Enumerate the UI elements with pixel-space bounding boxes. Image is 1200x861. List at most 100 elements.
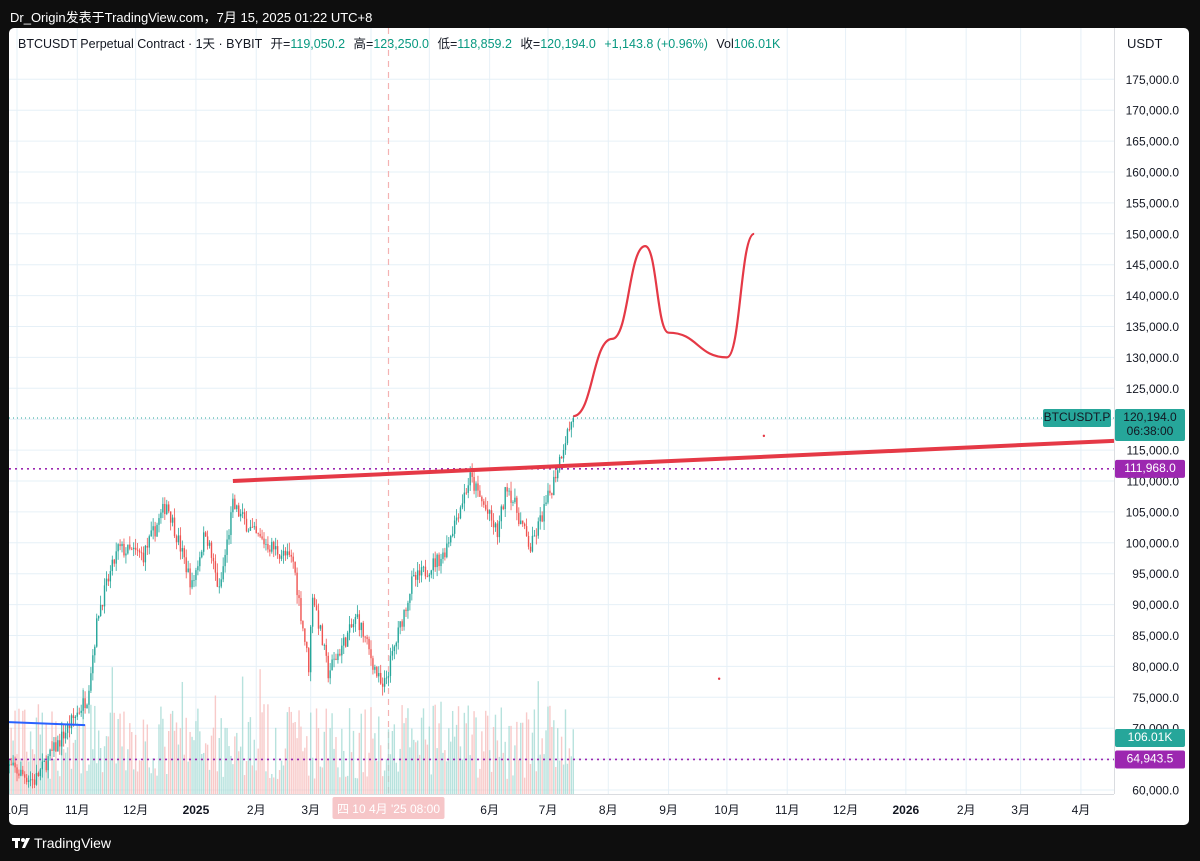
candle-body [204, 532, 207, 537]
volume-bar [446, 761, 448, 794]
volume-bar [416, 740, 419, 794]
price-tick-label: 150,000.0 [1126, 227, 1180, 241]
drawings[interactable] [9, 232, 1115, 761]
volume-bar [140, 761, 143, 794]
volume-bar [531, 732, 534, 794]
volume-bar [325, 708, 327, 794]
candle-body [343, 637, 345, 646]
candle-body [463, 492, 466, 504]
volume-bar [415, 742, 417, 794]
legend-change: +1,143.8 (+0.96%) [604, 37, 708, 51]
candle-body [111, 559, 114, 572]
volume-badge[interactable]: 106.01K [1115, 729, 1185, 747]
candle-body [253, 526, 255, 528]
candle-body [496, 523, 499, 538]
volume-bar [395, 762, 397, 794]
volume-bar [436, 748, 438, 794]
candle-body [109, 571, 112, 582]
volume-bar [243, 775, 246, 794]
candle-body [160, 512, 162, 519]
volume-bar [348, 708, 351, 794]
volume-bar [317, 728, 320, 794]
price-tick-label: 165,000.0 [1126, 135, 1180, 149]
chart-panel[interactable]: USDT 175,000.0 170,000.0 165,000.0 160,000.… [9, 28, 1189, 825]
level-high-badge-bg [1115, 459, 1185, 478]
candle-body [187, 568, 189, 573]
volume-bar [259, 669, 261, 794]
volume-bar [228, 746, 230, 794]
volume-bar [296, 738, 298, 794]
candle-body [364, 636, 366, 638]
volume-bar [90, 704, 92, 794]
candle-body [286, 551, 289, 556]
candle-body [477, 483, 479, 491]
volume-bar [343, 750, 345, 794]
volume-bar [535, 771, 538, 794]
last-price-badge-bg [1115, 409, 1185, 442]
candle-body [455, 517, 458, 521]
candle-body [372, 658, 374, 670]
volume-bar [475, 717, 477, 794]
candle-body [450, 535, 452, 543]
candles [9, 416, 574, 789]
volume-bar [86, 770, 88, 794]
price-tick-label: 125,000.0 [1126, 382, 1180, 396]
last-price-badge[interactable]: 120,194.006:38:00 [1115, 409, 1185, 442]
price-badges[interactable]: BTCUSDT.P 120,194.006:38:00 111,968.0 106.0… [1043, 409, 1185, 769]
volume-bar [463, 712, 466, 794]
candle-body [292, 556, 294, 562]
candle-body [80, 710, 82, 713]
volume-bar [422, 708, 425, 794]
candle-body [53, 742, 55, 751]
candle-body [133, 547, 135, 550]
volume-bar [520, 722, 522, 794]
currency-label[interactable]: USDT [1127, 36, 1162, 51]
volume-bar [345, 776, 347, 794]
candle-body [523, 523, 526, 527]
volume-bar [80, 773, 82, 794]
candle-body [175, 536, 178, 543]
volume-bar [99, 747, 102, 794]
candle-body [92, 655, 94, 674]
candle-body [97, 616, 100, 619]
candle-body [29, 779, 32, 781]
candle-body [152, 526, 154, 531]
candle-body [269, 549, 271, 552]
time-axis[interactable]: 10月11月12月20252月3月4月5月6月7月8月9月10月11月12月20… [9, 797, 1090, 819]
legend-close-label: 收= [520, 37, 540, 51]
volume-bar [177, 744, 180, 794]
candle-body [212, 557, 215, 562]
candle-body [333, 658, 335, 660]
symbol-tag-badge[interactable]: BTCUSDT.P [1043, 409, 1111, 428]
candle-body [403, 609, 405, 627]
grid [9, 28, 1114, 794]
volume-bar [290, 711, 292, 794]
volume-bar [337, 767, 339, 794]
volume-bar [539, 754, 541, 794]
candle-body [527, 536, 530, 547]
volume-bar [70, 768, 73, 794]
candle-body [226, 539, 228, 555]
volume-bar [430, 774, 432, 794]
volume-bar [82, 687, 84, 794]
candle-body [304, 628, 306, 642]
candle-body [220, 579, 222, 587]
volume-bar [152, 758, 154, 794]
legend-low-label: 低= [437, 37, 457, 51]
price-tick-label: 145,000.0 [1126, 258, 1180, 272]
volume-bar [162, 718, 164, 794]
price-tick-label: 160,000.0 [1126, 166, 1180, 180]
legend-vol-label: Vol [716, 37, 733, 51]
candle-body [224, 554, 226, 567]
volume-bar [72, 742, 75, 794]
candle-body [486, 509, 489, 514]
candle-body [413, 574, 415, 577]
candle-body [551, 493, 553, 495]
candle-body [284, 550, 287, 556]
candle-body [325, 644, 327, 656]
level-low-badge[interactable]: 64,943.5 [1115, 750, 1185, 769]
volume-bar [339, 777, 341, 794]
candle-body [395, 642, 397, 647]
volume-bar [136, 771, 139, 794]
level-high-badge[interactable]: 111,968.0 [1115, 459, 1185, 478]
